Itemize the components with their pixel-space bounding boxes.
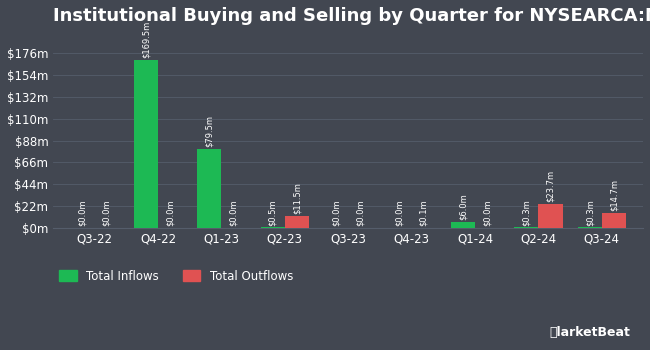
Text: $23.7m: $23.7m [546,170,555,202]
Text: $11.5m: $11.5m [292,182,302,214]
Text: $0.0m: $0.0m [356,199,365,226]
Text: $0.3m: $0.3m [585,199,594,226]
Text: $0.0m: $0.0m [78,199,87,226]
Bar [134,60,158,228]
Legend: Total Inflows, Total Outflows: Total Inflows, Total Outflows [59,270,293,283]
Bar [285,216,309,228]
Text: $14.7m: $14.7m [610,179,618,211]
Text: $79.5m: $79.5m [205,115,214,147]
Bar [602,213,626,228]
Text: $0.0m: $0.0m [229,199,238,226]
Bar [538,204,562,228]
Text: ⼿larketBeat: ⼿larketBeat [550,327,630,340]
Text: $169.5m: $169.5m [142,21,150,58]
Text: $0.5m: $0.5m [268,199,277,226]
Text: $0.0m: $0.0m [102,199,111,226]
Text: $0.0m: $0.0m [332,199,341,226]
Text: Institutional Buying and Selling by Quarter for NYSEARCA:NBCM: Institutional Buying and Selling by Quar… [53,7,650,25]
Text: $6.0m: $6.0m [458,193,467,220]
Text: $0.1m: $0.1m [419,199,428,226]
Text: $0.0m: $0.0m [395,199,404,226]
Bar [451,222,475,228]
Text: $0.3m: $0.3m [522,199,531,226]
Bar [261,227,285,228]
Text: $0.0m: $0.0m [482,199,491,226]
Text: $0.0m: $0.0m [166,199,174,226]
Bar [197,149,222,228]
